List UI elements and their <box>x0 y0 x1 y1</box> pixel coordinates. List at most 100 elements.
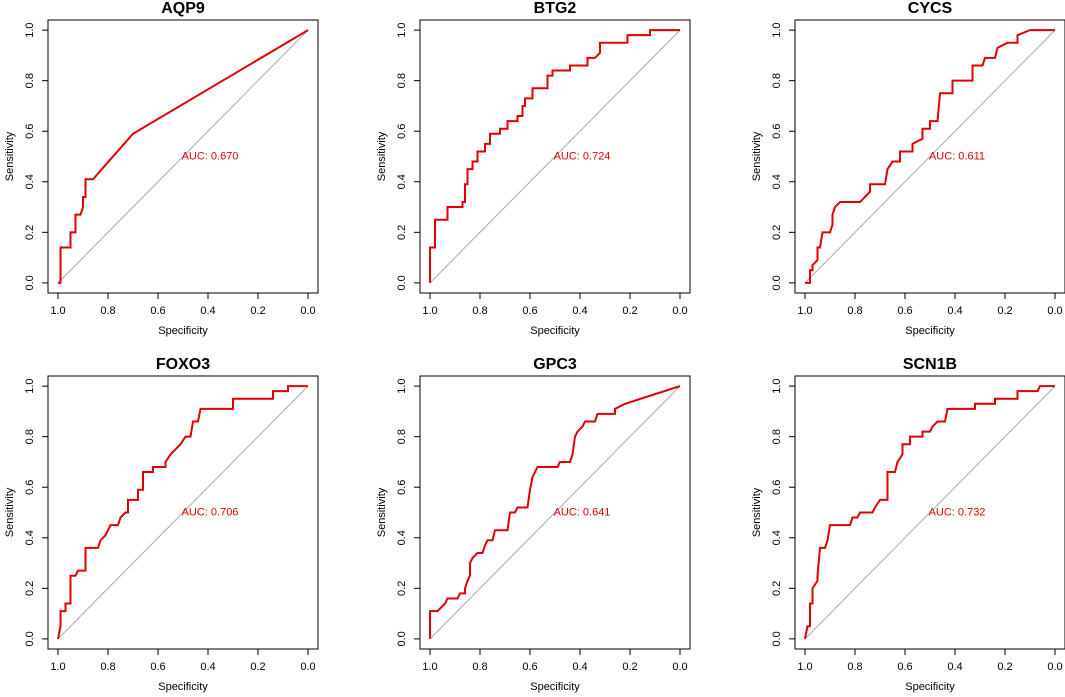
x-tick-label: 0.4 <box>200 305 215 317</box>
x-tick-label: 0.0 <box>672 661 687 673</box>
y-axis-label: Sensitivity <box>4 487 16 537</box>
x-tick-label: 1.0 <box>50 661 65 673</box>
y-tick-label: 0.8 <box>24 73 36 88</box>
auc-annotation: AUC: 0.724 <box>554 150 611 162</box>
y-tick-label: 0.0 <box>24 275 36 290</box>
x-axis-label: Specificity <box>905 681 955 693</box>
x-tick-label: 0.2 <box>997 661 1012 673</box>
reference-diagonal <box>429 385 681 640</box>
x-tick-label: 0.2 <box>997 305 1012 317</box>
x-axis-label: Specificity <box>905 325 955 337</box>
y-tick-label: 0.0 <box>396 631 408 646</box>
y-tick-label: 0.6 <box>396 124 408 139</box>
y-tick-label: 0.2 <box>771 581 783 596</box>
panel: GPC3 1.0 0.8 0.6 0.4 0.2 0.0 0.0 0.2 0.4 0.6 0.8 1.0… <box>376 356 691 693</box>
y-tick-label: 0.0 <box>396 275 408 290</box>
roc-curve <box>57 385 308 640</box>
chart-title: CYCS <box>908 0 953 17</box>
y-tick-label: 0.8 <box>771 73 783 88</box>
y-axis-label: Sensitivity <box>751 131 763 181</box>
y-axis-label: Sensitivity <box>376 487 388 537</box>
y-tick-label: 0.6 <box>771 124 783 139</box>
reference-diagonal <box>57 29 309 284</box>
x-tick-label: 1.0 <box>422 661 437 673</box>
y-tick-label: 1.0 <box>24 378 36 393</box>
x-tick-label: 0.4 <box>947 305 962 317</box>
x-tick-label: 0.6 <box>897 305 912 317</box>
x-tick-label: 0.0 <box>1047 661 1062 673</box>
y-tick-label: 1.0 <box>771 378 783 393</box>
y-tick-label: 0.6 <box>396 480 408 495</box>
y-tick-label: 0.4 <box>24 530 36 545</box>
x-tick-label: 0.2 <box>250 305 265 317</box>
x-tick-label: 0.8 <box>472 661 487 673</box>
reference-diagonal <box>57 385 309 640</box>
y-tick-label: 0.8 <box>771 429 783 444</box>
panel: AQP9 1.0 0.8 0.6 0.4 0.2 0.0 0.0 0.2 0.4 0.6 0.8 1.0… <box>4 0 319 337</box>
auc-annotation: AUC: 0.732 <box>929 506 986 518</box>
y-tick-label: 1.0 <box>24 22 36 37</box>
y-axis-label: Sensitivity <box>751 487 763 537</box>
x-tick-label: 1.0 <box>797 305 812 317</box>
x-tick-label: 1.0 <box>797 661 812 673</box>
roc-curve <box>429 385 681 639</box>
auc-annotation: AUC: 0.641 <box>554 506 611 518</box>
y-tick-label: 1.0 <box>771 22 783 37</box>
x-tick-label: 0.0 <box>1047 305 1062 317</box>
chart-title: FOXO3 <box>156 356 210 373</box>
x-tick-label: 0.0 <box>300 305 315 317</box>
y-tick-label: 0.4 <box>396 174 408 189</box>
y-tick-label: 0.2 <box>771 225 783 240</box>
y-tick-label: 0.2 <box>396 581 408 596</box>
x-axis-label: Specificity <box>530 681 580 693</box>
y-tick-label: 0.4 <box>771 530 783 545</box>
y-tick-label: 0.8 <box>24 429 36 444</box>
x-tick-label: 0.4 <box>572 661 587 673</box>
x-tick-label: 0.6 <box>522 661 537 673</box>
x-tick-label: 0.2 <box>250 661 265 673</box>
x-tick-label: 0.2 <box>622 661 637 673</box>
auc-annotation: AUC: 0.611 <box>929 150 985 162</box>
x-tick-label: 0.8 <box>847 661 862 673</box>
reference-diagonal <box>804 385 1056 640</box>
x-tick-label: 0.4 <box>947 661 962 673</box>
y-tick-label: 0.0 <box>771 631 783 646</box>
reference-diagonal <box>429 29 681 284</box>
x-axis-label: Specificity <box>158 325 208 337</box>
x-tick-label: 0.6 <box>897 661 912 673</box>
y-tick-label: 0.4 <box>771 174 783 189</box>
y-tick-label: 1.0 <box>396 22 408 37</box>
y-axis-label: Sensitivity <box>4 131 16 181</box>
y-tick-label: 0.2 <box>24 581 36 596</box>
reference-diagonal <box>804 29 1056 284</box>
panel: BTG2 1.0 0.8 0.6 0.4 0.2 0.0 0.0 0.2 0.4 0.6 0.8 1.0… <box>376 0 691 337</box>
panel: FOXO3 1.0 0.8 0.6 0.4 0.2 0.0 0.0 0.2 0.4 0.6 0.8 1.… <box>4 356 319 693</box>
x-tick-label: 1.0 <box>422 305 437 317</box>
x-tick-label: 0.6 <box>150 661 165 673</box>
x-tick-label: 0.0 <box>300 661 315 673</box>
auc-annotation: AUC: 0.670 <box>182 150 239 162</box>
y-tick-label: 0.6 <box>771 480 783 495</box>
y-tick-label: 0.2 <box>24 225 36 240</box>
roc-curve <box>804 385 1055 640</box>
x-tick-label: 1.0 <box>50 305 65 317</box>
x-tick-label: 0.8 <box>472 305 487 317</box>
roc-curve <box>805 29 1055 284</box>
x-axis-label: Specificity <box>158 681 208 693</box>
x-tick-label: 0.4 <box>200 661 215 673</box>
x-tick-label: 0.8 <box>100 305 115 317</box>
y-tick-label: 0.6 <box>24 124 36 139</box>
y-tick-label: 0.0 <box>24 631 36 646</box>
y-tick-label: 0.8 <box>396 429 408 444</box>
x-tick-label: 0.6 <box>150 305 165 317</box>
chart-title: BTG2 <box>534 0 577 17</box>
chart-title: GPC3 <box>533 356 577 373</box>
auc-annotation: AUC: 0.706 <box>182 506 239 518</box>
panel: CYCS 1.0 0.8 0.6 0.4 0.2 0.0 0.0 0.2 0.4 0.6 0.8 1.0… <box>751 0 1065 337</box>
x-tick-label: 0.8 <box>847 305 862 317</box>
y-tick-label: 0.4 <box>396 530 408 545</box>
y-tick-label: 0.6 <box>24 480 36 495</box>
x-tick-label: 0.6 <box>522 305 537 317</box>
y-tick-label: 1.0 <box>396 378 408 393</box>
